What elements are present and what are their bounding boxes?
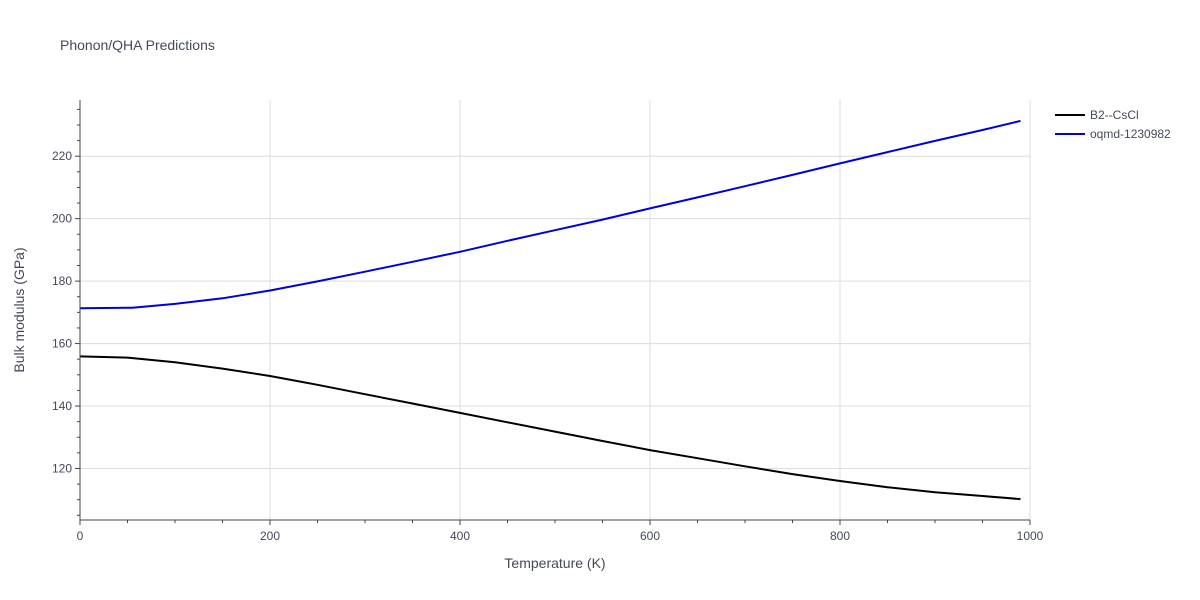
grid <box>80 100 1031 520</box>
legend-label: oqmd-1230982 <box>1090 127 1171 141</box>
series-line-1 <box>79 119 1021 310</box>
legend-label: B2--CsCl <box>1090 108 1139 122</box>
series-line-0 <box>79 355 1021 501</box>
tick-labels: 0 200 400 600 800 1000 120 140 160 180 200 220 <box>52 149 1044 543</box>
y-tick-label: 120 <box>52 461 72 475</box>
y-tick-label: 140 <box>52 399 72 413</box>
x-tick-label: 800 <box>830 529 850 543</box>
chart-title: Phonon/QHA Predictions <box>60 37 215 53</box>
x-tick-label: 600 <box>640 529 660 543</box>
x-tick-label: 0 <box>77 529 84 543</box>
x-axis-title: Temperature (K) <box>504 555 605 571</box>
x-tick-label: 1000 <box>1017 529 1044 543</box>
x-tick-label: 200 <box>260 529 280 543</box>
y-tick-label: 160 <box>52 337 72 351</box>
y-tick-label: 220 <box>52 149 72 163</box>
legend[interactable]: B2--CsCl oqmd-1230982 <box>1055 108 1171 141</box>
x-tick-label: 400 <box>450 529 470 543</box>
y-axis-title: Bulk modulus (GPa) <box>11 247 27 372</box>
series-layer <box>79 119 1021 501</box>
axes <box>75 100 1031 525</box>
y-tick-label: 180 <box>52 274 72 288</box>
legend-item-0[interactable]: B2--CsCl <box>1055 108 1139 122</box>
legend-item-1[interactable]: oqmd-1230982 <box>1055 127 1171 141</box>
y-tick-label: 200 <box>52 212 72 226</box>
